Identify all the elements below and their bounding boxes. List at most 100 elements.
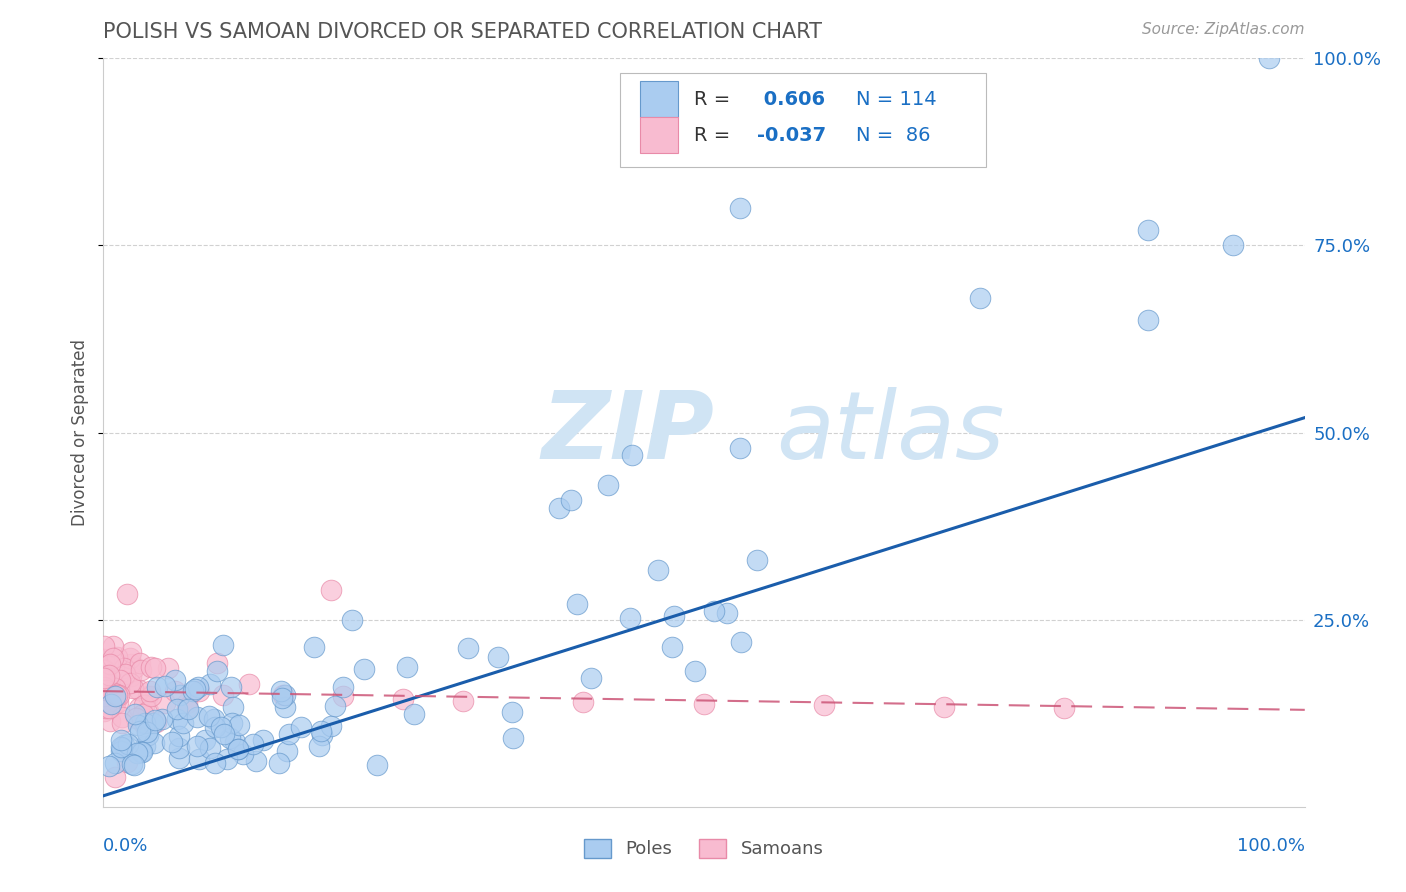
Point xyxy=(93,669,115,683)
Point xyxy=(145,660,167,674)
Point xyxy=(176,696,198,710)
Point xyxy=(160,734,183,748)
Text: N = 114: N = 114 xyxy=(856,90,936,109)
Point xyxy=(226,741,249,756)
Text: POLISH VS SAMOAN DIVORCED OR SEPARATED CORRELATION CHART: POLISH VS SAMOAN DIVORCED OR SEPARATED C… xyxy=(103,22,821,42)
Point xyxy=(501,705,523,719)
Point xyxy=(97,677,120,691)
Point xyxy=(209,720,232,734)
Point xyxy=(242,737,264,751)
Point xyxy=(93,663,115,677)
Point xyxy=(98,700,121,714)
Point xyxy=(138,704,160,718)
Point xyxy=(120,657,142,672)
Point xyxy=(198,677,221,691)
Point xyxy=(131,745,153,759)
Point xyxy=(232,747,254,761)
Point xyxy=(111,741,134,756)
Point xyxy=(245,754,267,768)
Point xyxy=(685,665,707,679)
Point xyxy=(198,741,221,756)
Point xyxy=(136,725,159,739)
Point xyxy=(96,673,118,687)
Point xyxy=(202,712,225,726)
Point xyxy=(97,759,120,773)
Point xyxy=(274,699,297,714)
Point xyxy=(647,563,669,577)
Point xyxy=(728,441,751,455)
Point xyxy=(565,597,588,611)
Point xyxy=(204,720,226,734)
Text: Source: ZipAtlas.com: Source: ZipAtlas.com xyxy=(1142,22,1305,37)
Point xyxy=(139,660,162,674)
Point xyxy=(120,668,142,682)
Point xyxy=(129,663,152,677)
Point xyxy=(118,675,141,690)
Point xyxy=(120,645,142,659)
Point xyxy=(453,694,475,708)
Point xyxy=(277,727,299,741)
Point xyxy=(107,695,129,709)
Point xyxy=(1257,51,1279,65)
Point xyxy=(94,673,117,687)
Point xyxy=(198,709,221,723)
Point xyxy=(211,639,233,653)
Point xyxy=(219,731,242,746)
Point xyxy=(127,717,149,731)
Point xyxy=(226,742,249,756)
Point xyxy=(142,716,165,731)
Point xyxy=(402,706,425,721)
Point xyxy=(128,701,150,715)
Y-axis label: Divorced or Separated: Divorced or Separated xyxy=(72,339,90,526)
Point xyxy=(145,714,167,729)
Point xyxy=(269,756,291,770)
Point xyxy=(167,729,190,743)
Point xyxy=(93,704,115,718)
FancyBboxPatch shape xyxy=(620,73,986,167)
Point xyxy=(153,679,176,693)
Point xyxy=(107,681,129,696)
Point xyxy=(934,699,956,714)
Point xyxy=(97,656,120,670)
Point xyxy=(93,652,115,666)
Point xyxy=(271,688,294,702)
Point xyxy=(620,448,643,462)
Point xyxy=(93,670,115,684)
Point xyxy=(270,691,292,706)
Point xyxy=(395,659,418,673)
Point xyxy=(143,736,166,750)
Text: R =: R = xyxy=(695,90,737,109)
Point xyxy=(194,733,217,747)
Point xyxy=(114,661,136,675)
Point xyxy=(215,752,238,766)
Point xyxy=(139,690,162,704)
Point xyxy=(111,710,134,724)
Point xyxy=(619,611,641,625)
Point xyxy=(332,690,354,704)
Point xyxy=(302,640,325,654)
Point xyxy=(502,731,524,745)
Point xyxy=(129,656,152,670)
Point xyxy=(93,680,115,694)
Point xyxy=(186,709,208,723)
Point xyxy=(457,640,479,655)
Point xyxy=(169,688,191,702)
Point xyxy=(703,604,725,618)
Text: 100.0%: 100.0% xyxy=(1237,837,1305,855)
Point xyxy=(101,639,124,653)
Point xyxy=(93,671,115,685)
Text: -0.037: -0.037 xyxy=(756,126,825,145)
Point xyxy=(121,757,143,772)
Point xyxy=(238,677,260,691)
Point xyxy=(105,691,128,706)
Point xyxy=(340,613,363,627)
Point xyxy=(181,683,204,698)
Point xyxy=(163,684,186,698)
Point xyxy=(96,692,118,706)
Point xyxy=(110,715,132,730)
Point xyxy=(1053,701,1076,715)
Point xyxy=(150,712,173,726)
Point xyxy=(103,686,125,700)
Point xyxy=(105,688,128,702)
Point xyxy=(136,689,159,703)
